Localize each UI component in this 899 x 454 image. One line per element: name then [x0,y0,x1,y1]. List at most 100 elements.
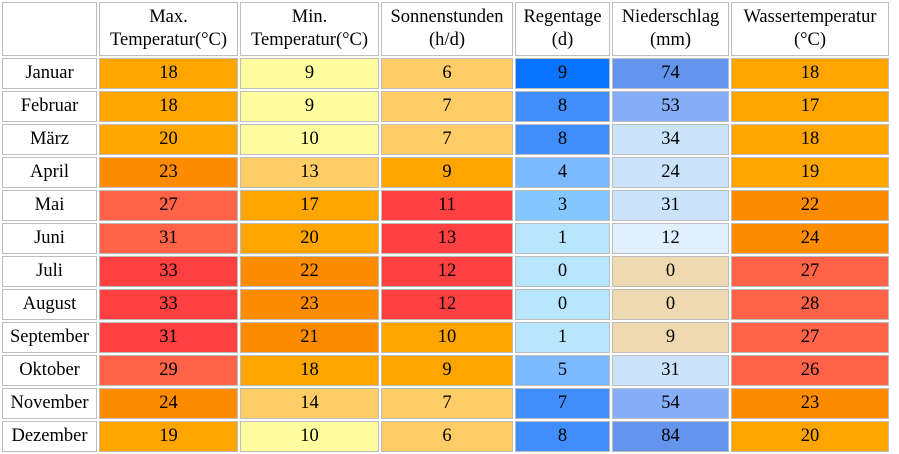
table-row: November 24 14 7 7 54 23 [2,388,889,419]
column-header-line2: Temperatur(°C) [250,30,369,50]
table-row: Dezember 19 10 6 8 84 20 [2,421,889,452]
table-cell: 29 [99,355,238,386]
table-cell: 31 [99,322,238,353]
column-header-line2: (d) [551,30,574,50]
column-header-line2: (mm) [649,30,692,50]
table-cell: 31 [612,355,729,386]
table-cell: 4 [515,157,610,188]
table-cell: 7 [381,124,513,155]
table-cell: 3 [515,190,610,221]
table-cell: 18 [99,58,238,89]
column-header: Min. Temperatur(°C) [240,2,379,56]
month-label: März [2,124,97,155]
month-label: September [2,322,97,353]
table-cell: 21 [240,322,379,353]
column-header-line1: Niederschlag [621,7,720,27]
table-cell: 14 [240,388,379,419]
column-header: Sonnenstunden (h/d) [381,2,513,56]
table-cell: 9 [612,322,729,353]
table-cell: 8 [515,421,610,452]
table-cell: 84 [612,421,729,452]
table-cell: 7 [381,91,513,122]
table-cell: 7 [381,388,513,419]
table-cell: 1 [515,223,610,254]
month-label: Mai [2,190,97,221]
column-header-line1: Sonnenstunden [390,7,504,27]
table-cell: 7 [515,388,610,419]
column-header-line1: Wassertemperatur [743,7,877,27]
table-cell: 27 [99,190,238,221]
month-label: Juni [2,223,97,254]
table-cell: 24 [731,223,889,254]
table-cell: 20 [99,124,238,155]
column-header: Max. Temperatur(°C) [99,2,238,56]
month-label: Februar [2,91,97,122]
table-cell: 24 [99,388,238,419]
column-header-line1: Min. [291,7,328,27]
month-label: Oktober [2,355,97,386]
table-row: Januar 18 9 6 9 74 18 [2,58,889,89]
table-row: April 23 13 9 4 24 19 [2,157,889,188]
table-cell: 8 [515,124,610,155]
table-cell: 12 [381,289,513,320]
table-row: Juli 33 22 12 0 0 27 [2,256,889,287]
header-row: Max. Temperatur(°C) Min. Temperatur(°C) So… [2,2,889,56]
table-row: Oktober 29 18 9 5 31 26 [2,355,889,386]
table-row: März 20 10 7 8 34 18 [2,124,889,155]
column-header-line1: Regentage [523,7,602,27]
table-cell: 18 [99,91,238,122]
column-header-line1: Max. [149,7,188,27]
table-cell: 54 [612,388,729,419]
table-cell: 8 [515,91,610,122]
table-cell: 33 [99,256,238,287]
table-cell: 9 [515,58,610,89]
table-cell: 18 [731,124,889,155]
table-cell: 34 [612,124,729,155]
table-cell: 0 [612,289,729,320]
table-cell: 27 [731,322,889,353]
table-cell: 28 [731,289,889,320]
table-cell: 0 [612,256,729,287]
table-cell: 10 [240,421,379,452]
column-header-line2: (°C) [793,30,827,50]
table-cell: 18 [731,58,889,89]
table-cell: 20 [731,421,889,452]
table-cell: 19 [731,157,889,188]
table-cell: 23 [240,289,379,320]
table-cell: 1 [515,322,610,353]
column-header: Wassertemperatur (°C) [731,2,889,56]
table-cell: 23 [99,157,238,188]
table-cell: 6 [381,421,513,452]
table-cell: 31 [612,190,729,221]
table-row: September 31 21 10 1 9 27 [2,322,889,353]
month-label: Dezember [2,421,97,452]
table-cell: 22 [731,190,889,221]
table-header: Max. Temperatur(°C) Min. Temperatur(°C) So… [2,2,889,56]
table-cell: 26 [731,355,889,386]
table-cell: 20 [240,223,379,254]
column-header: Niederschlag (mm) [612,2,729,56]
table-row: August 33 23 12 0 0 28 [2,289,889,320]
table-cell: 0 [515,256,610,287]
table-row: Februar 18 9 7 8 53 17 [2,91,889,122]
month-label: November [2,388,97,419]
table-cell: 11 [381,190,513,221]
table-cell: 13 [381,223,513,254]
corner-cell [2,2,97,56]
table-cell: 9 [240,58,379,89]
table-cell: 9 [381,157,513,188]
table-cell: 74 [612,58,729,89]
table-row: Juni 31 20 13 1 12 24 [2,223,889,254]
table-cell: 10 [240,124,379,155]
table-cell: 0 [515,289,610,320]
table-cell: 19 [99,421,238,452]
table-cell: 10 [381,322,513,353]
table-cell: 53 [612,91,729,122]
table-cell: 31 [99,223,238,254]
table-cell: 12 [381,256,513,287]
table-cell: 22 [240,256,379,287]
month-label: April [2,157,97,188]
table-cell: 27 [731,256,889,287]
table-cell: 33 [99,289,238,320]
